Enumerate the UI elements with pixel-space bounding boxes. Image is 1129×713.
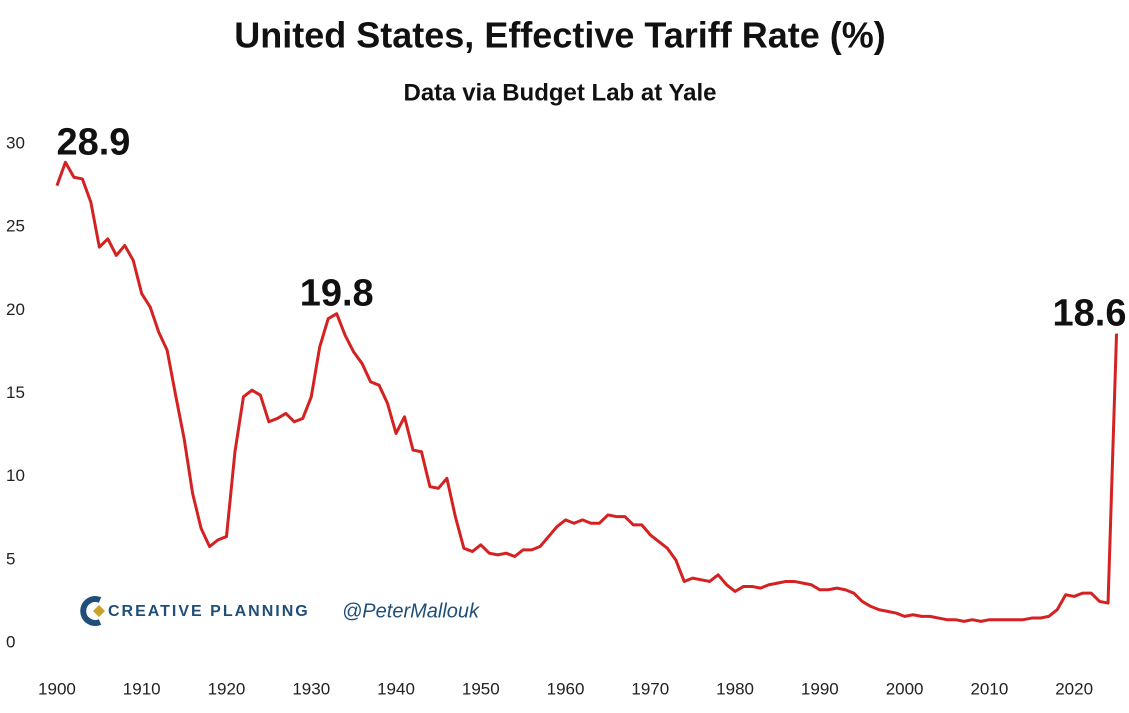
x-tick-label: 2000 — [886, 679, 924, 698]
chart-subtitle: Data via Budget Lab at Yale — [404, 79, 717, 106]
y-tick-label: 15 — [6, 383, 25, 402]
annotation: 28.9 — [56, 121, 130, 163]
y-tick-label: 0 — [6, 632, 15, 651]
x-tick-label: 2010 — [970, 679, 1008, 698]
x-tick-label: 1900 — [38, 679, 76, 698]
y-tick-label: 25 — [6, 217, 25, 236]
y-tick-label: 30 — [6, 133, 25, 152]
annotation: 19.8 — [300, 273, 374, 315]
x-tick-label: 1970 — [631, 679, 669, 698]
y-tick-label: 10 — [6, 466, 25, 485]
chart-title: United States, Effective Tariff Rate (%) — [234, 15, 885, 56]
data-line — [55, 160, 1119, 623]
x-tick-label: 2020 — [1055, 679, 1093, 698]
logo — [80, 596, 105, 626]
y-tick-label: 5 — [6, 549, 15, 568]
x-tick-label: 1910 — [123, 679, 161, 698]
watermark-handle: @PeterMallouk — [342, 600, 480, 622]
y-tick-label: 20 — [6, 300, 25, 319]
x-tick-label: 1930 — [292, 679, 330, 698]
x-tick-label: 1950 — [462, 679, 500, 698]
x-tick-label: 1960 — [547, 679, 585, 698]
x-tick-label: 1920 — [208, 679, 246, 698]
annotation: 18.6 — [1053, 293, 1127, 335]
x-tick-label: 1990 — [801, 679, 839, 698]
x-tick-label: 1940 — [377, 679, 415, 698]
x-tick-label: 1980 — [716, 679, 754, 698]
logo-arc — [80, 596, 102, 626]
logo-diamond — [93, 605, 105, 617]
watermark-brand: CREATIVE PLANNING — [108, 603, 310, 620]
